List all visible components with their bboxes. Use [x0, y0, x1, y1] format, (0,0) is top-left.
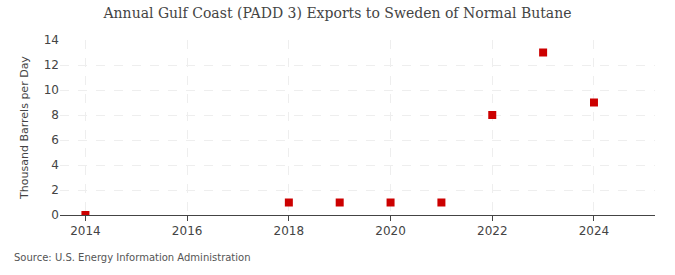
svg-text:6: 6: [51, 133, 59, 147]
svg-text:10: 10: [44, 83, 59, 97]
svg-text:12: 12: [44, 58, 59, 72]
svg-text:4: 4: [51, 158, 59, 172]
svg-text:8: 8: [51, 108, 59, 122]
svg-text:2018: 2018: [274, 224, 305, 238]
svg-text:2022: 2022: [477, 224, 508, 238]
svg-text:2016: 2016: [172, 224, 203, 238]
svg-text:Thousand Barrels per Day: Thousand Barrels per Day: [18, 56, 31, 200]
svg-text:2020: 2020: [375, 224, 406, 238]
svg-text:2024: 2024: [579, 224, 610, 238]
svg-text:2014: 2014: [70, 224, 101, 238]
svg-text:Source: U.S. Energy Informatio: Source: U.S. Energy Information Administ…: [14, 252, 251, 263]
svg-text:0: 0: [51, 208, 59, 222]
svg-text:Annual Gulf Coast (PADD 3) Exp: Annual Gulf Coast (PADD 3) Exports to Sw…: [102, 5, 571, 21]
svg-text:14: 14: [44, 33, 59, 47]
svg-text:2: 2: [51, 183, 59, 197]
